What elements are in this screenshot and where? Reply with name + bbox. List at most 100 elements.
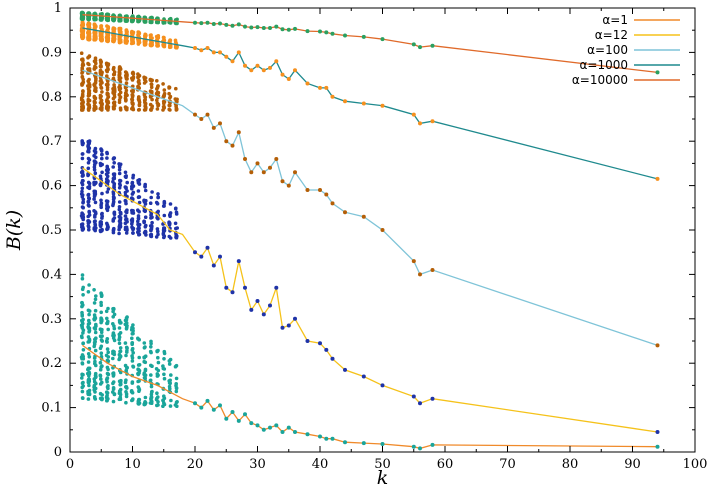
series-point	[318, 29, 322, 34]
series-point	[655, 343, 660, 348]
scatter-point	[106, 167, 110, 172]
scatter-point	[162, 376, 167, 381]
scatter-point	[118, 225, 123, 229]
scatter-point	[175, 226, 179, 230]
scatter-point	[93, 181, 98, 185]
scatter-point	[117, 98, 122, 102]
scatter-point	[143, 209, 147, 214]
scatter-point	[131, 365, 136, 369]
scatter-point	[87, 147, 91, 151]
scatter-point	[143, 108, 147, 112]
scatter-point	[81, 77, 85, 82]
series-point	[418, 401, 422, 406]
scatter-point	[80, 385, 84, 390]
y-tick-label: 1	[54, 1, 62, 16]
scatter-point	[162, 38, 166, 42]
series-point	[286, 425, 291, 430]
scatter-point	[162, 94, 166, 99]
scatter-point	[93, 330, 98, 335]
scatter-point	[80, 273, 85, 277]
series-point	[274, 59, 279, 64]
series-point	[218, 403, 222, 408]
series-point	[380, 103, 385, 108]
scatter-point	[87, 209, 91, 214]
scatter-point	[106, 62, 111, 66]
scatter-point	[93, 210, 98, 214]
scatter-point	[112, 183, 116, 188]
series-point	[268, 303, 272, 308]
series-point	[261, 312, 266, 317]
scatter-point	[117, 205, 122, 209]
scatter-point	[117, 341, 122, 346]
scatter-point	[161, 108, 165, 112]
scatter-point	[105, 69, 109, 74]
series-point	[255, 423, 260, 428]
series-point	[205, 20, 210, 25]
series-point	[361, 101, 366, 106]
scatter-point	[142, 198, 146, 203]
scatter-point	[98, 373, 103, 378]
series-point	[411, 444, 416, 449]
scatter-point	[130, 222, 134, 226]
scatter-point	[130, 186, 134, 191]
scatter-point	[80, 74, 85, 79]
scatter-point	[99, 24, 103, 28]
scatter-point	[100, 103, 104, 108]
scatter-point	[79, 334, 84, 339]
scatter-point	[124, 353, 128, 358]
scatter-point	[149, 234, 153, 238]
scatter-band-3	[79, 20, 179, 50]
scatter-point	[168, 45, 173, 49]
scatter-point	[123, 198, 128, 203]
scatter-point	[124, 201, 128, 206]
y-tick-label: 0.2	[41, 356, 62, 371]
scatter-point	[81, 179, 85, 183]
scatter-point	[99, 344, 104, 349]
series-point	[293, 68, 297, 73]
scatter-point	[123, 96, 128, 100]
series-point	[655, 444, 660, 449]
scatter-point	[93, 219, 97, 223]
scatter-point	[112, 338, 117, 343]
scatter-point	[168, 381, 172, 386]
scatter-point	[131, 88, 135, 93]
line-layer	[82, 14, 660, 451]
series-point	[655, 176, 660, 181]
scatter-point	[136, 178, 140, 183]
scatter-point	[93, 81, 98, 85]
series-point	[218, 50, 222, 55]
scatter-point	[86, 380, 91, 385]
scatter-point	[156, 209, 160, 214]
scatter-point	[86, 325, 91, 330]
scatter-point	[105, 32, 110, 37]
scatter-point	[143, 360, 148, 365]
scatter-point	[150, 224, 154, 228]
scatter-band-2	[79, 51, 179, 112]
scatter-point	[99, 351, 104, 356]
series-point	[255, 161, 260, 166]
scatter-point	[129, 390, 134, 394]
scatter-point	[137, 379, 141, 383]
scatter-point	[118, 106, 123, 110]
series-point	[236, 50, 241, 55]
series-point	[286, 77, 291, 81]
scatter-point	[92, 84, 97, 88]
scatter-point	[143, 230, 148, 234]
series-point	[243, 412, 247, 417]
scatter-point	[87, 391, 92, 396]
scatter-point	[131, 32, 135, 36]
scatter-point	[142, 341, 147, 345]
scatter-point	[98, 382, 103, 386]
scatter-point	[149, 390, 154, 394]
scatter-point	[149, 373, 153, 377]
scatter-point	[80, 194, 85, 199]
y-tick-label: 0.3	[41, 312, 62, 327]
scatter-point	[111, 349, 115, 354]
scatter-point	[86, 192, 91, 197]
scatter-point	[118, 95, 123, 99]
series-point	[318, 188, 322, 192]
scatter-point	[80, 356, 84, 361]
scatter-point	[142, 371, 147, 376]
scatter-point	[137, 209, 141, 214]
